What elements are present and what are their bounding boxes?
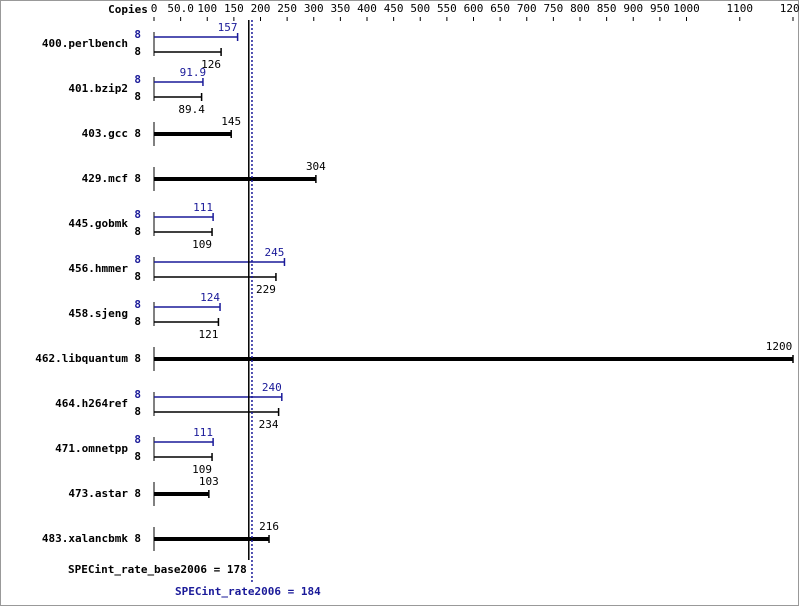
copies-label: 8 [134, 127, 141, 140]
value-label: 216 [259, 520, 279, 533]
x-tick-label: 550 [437, 2, 457, 15]
x-tick-label: 150 [224, 2, 244, 15]
value-label: 229 [256, 283, 276, 296]
value-label: 240 [262, 381, 282, 394]
benchmark-label: 400.perlbench [42, 37, 128, 50]
x-tick-label: 0 [151, 2, 158, 15]
x-tick-label: 300 [304, 2, 324, 15]
x-tick-label: 100 [197, 2, 217, 15]
x-tick-label: 400 [357, 2, 377, 15]
copies-label: 8 [134, 90, 141, 103]
x-tick-label: 600 [464, 2, 484, 15]
value-label: 245 [265, 246, 285, 259]
copies-label: 8 [134, 28, 141, 41]
mean-label: SPECint_rate2006 = 184 [175, 585, 321, 598]
benchmark-label: 462.libquantum [35, 352, 128, 365]
copies-label: 8 [134, 487, 141, 500]
value-label: 234 [259, 418, 279, 431]
copies-label: 8 [134, 45, 141, 58]
value-label: 111 [193, 426, 213, 439]
value-label: 103 [199, 475, 219, 488]
copies-label: 8 [134, 270, 141, 283]
benchmark-label: 483.xalancbmk [42, 532, 128, 545]
value-label: 111 [193, 201, 213, 214]
benchmark-label: 473.astar [68, 487, 128, 500]
x-tick-label: 900 [623, 2, 643, 15]
benchmark-label: 401.bzip2 [68, 82, 128, 95]
x-tick-label: 800 [570, 2, 590, 15]
copies-label: 8 [134, 298, 141, 311]
value-label: 91.9 [180, 66, 207, 79]
benchmark-label: 429.mcf [82, 172, 128, 185]
x-tick-label: 1100 [727, 2, 754, 15]
value-label: 1200 [766, 340, 793, 353]
value-label: 109 [192, 463, 212, 476]
value-label: 157 [218, 21, 238, 34]
copies-label: 8 [134, 388, 141, 401]
copies-label: 8 [134, 405, 141, 418]
x-tick-label: 350 [330, 2, 350, 15]
copies-label: 8 [134, 352, 141, 365]
copies-label: 8 [134, 73, 141, 86]
copies-label: 8 [134, 450, 141, 463]
x-tick-label: 1200 [780, 2, 799, 15]
copies-label: 8 [134, 208, 141, 221]
value-label: 121 [198, 328, 218, 341]
x-tick-label: 500 [410, 2, 430, 15]
copies-label: 8 [134, 225, 141, 238]
x-tick-label: 700 [517, 2, 537, 15]
x-tick-label: 750 [543, 2, 563, 15]
copies-label: 8 [134, 172, 141, 185]
x-tick-label: 950 [650, 2, 670, 15]
x-tick-label: 450 [384, 2, 404, 15]
x-tick-label: 1000 [673, 2, 700, 15]
value-label: 145 [221, 115, 241, 128]
copies-label: 8 [134, 315, 141, 328]
value-label: 109 [192, 238, 212, 251]
benchmark-label: 456.hmmer [68, 262, 128, 275]
mean-label: SPECint_rate_base2006 = 178 [68, 563, 247, 576]
copies-label: 8 [134, 253, 141, 266]
benchmark-label: 471.omnetpp [55, 442, 128, 455]
value-label: 304 [306, 160, 326, 173]
copies-label: 8 [134, 532, 141, 545]
axis-label: Copies [108, 3, 148, 16]
copies-label: 8 [134, 433, 141, 446]
x-tick-label: 850 [597, 2, 617, 15]
value-label: 89.4 [178, 103, 205, 116]
benchmark-label: 403.gcc [82, 127, 128, 140]
benchmark-label: 464.h264ref [55, 397, 128, 410]
benchmark-label: 445.gobmk [68, 217, 128, 230]
value-label: 126 [201, 58, 221, 71]
benchmark-label: 458.sjeng [68, 307, 128, 320]
x-tick-label: 50.0 [167, 2, 194, 15]
x-tick-label: 200 [251, 2, 271, 15]
x-tick-label: 650 [490, 2, 510, 15]
x-tick-label: 250 [277, 2, 297, 15]
value-label: 124 [200, 291, 220, 304]
